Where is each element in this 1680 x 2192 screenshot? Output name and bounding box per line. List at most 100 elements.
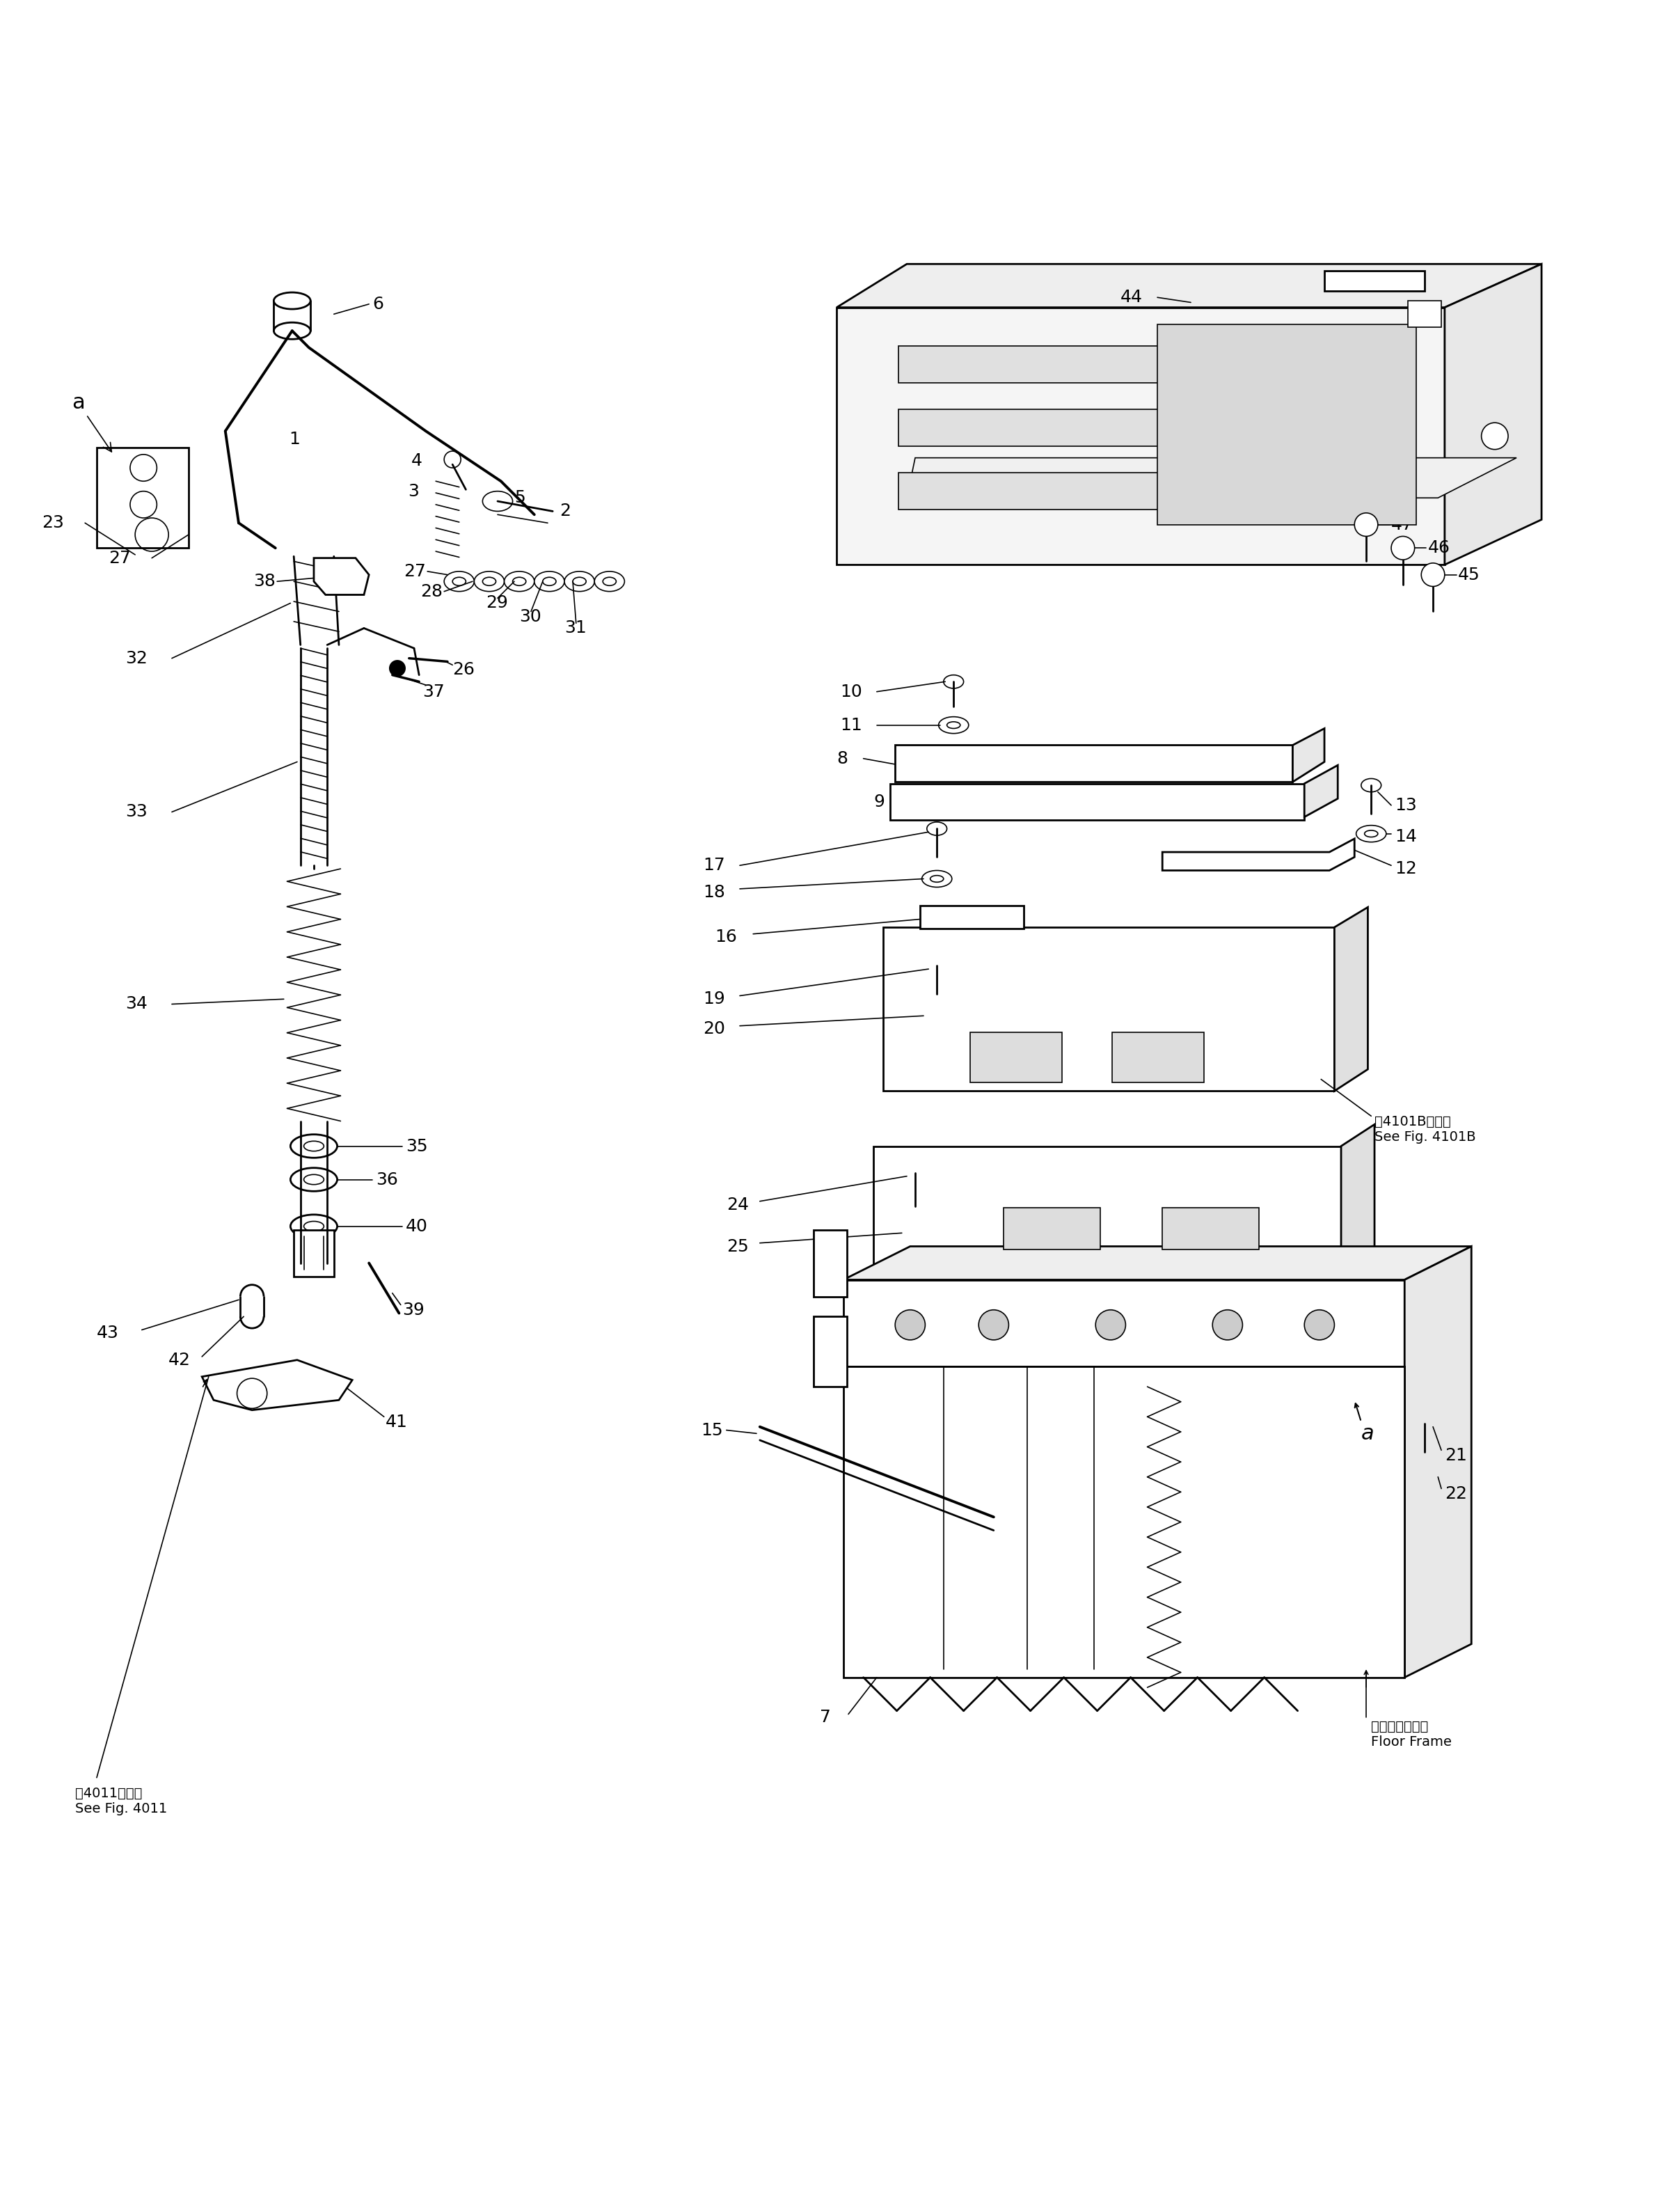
Bar — [890, 783, 1304, 820]
Polygon shape — [1163, 840, 1354, 870]
Polygon shape — [202, 1359, 353, 1409]
Text: 26: 26 — [452, 662, 475, 677]
Bar — [874, 1146, 1341, 1267]
Bar — [813, 1230, 847, 1295]
Text: 2: 2 — [559, 502, 571, 520]
Bar — [1112, 1032, 1205, 1083]
Text: 21: 21 — [1445, 1447, 1467, 1464]
Ellipse shape — [291, 1168, 338, 1190]
Text: 19: 19 — [702, 991, 726, 1008]
Text: 37: 37 — [422, 684, 445, 699]
Bar — [294, 1230, 334, 1276]
Text: 27: 27 — [403, 563, 425, 579]
Bar — [899, 473, 1174, 509]
Text: 27: 27 — [109, 550, 131, 566]
Text: 4: 4 — [412, 454, 422, 469]
Bar — [813, 1317, 847, 1388]
Text: 30: 30 — [519, 607, 541, 625]
Polygon shape — [1404, 1247, 1472, 1677]
Ellipse shape — [900, 1225, 931, 1241]
Bar — [843, 1366, 1404, 1677]
Text: 17: 17 — [702, 857, 726, 875]
Text: 20: 20 — [702, 1021, 726, 1037]
Text: フロアフレーム
Floor Frame: フロアフレーム Floor Frame — [1371, 1721, 1452, 1749]
Text: 5: 5 — [514, 489, 526, 506]
Ellipse shape — [1410, 1469, 1440, 1486]
Text: 24: 24 — [726, 1197, 749, 1212]
Circle shape — [1391, 537, 1415, 559]
Bar — [1158, 324, 1416, 524]
Bar — [1003, 1208, 1100, 1249]
Circle shape — [1213, 1311, 1243, 1339]
Text: 10: 10 — [840, 684, 862, 699]
Bar — [1324, 270, 1425, 292]
Text: 16: 16 — [714, 929, 738, 945]
Ellipse shape — [564, 572, 595, 592]
Text: 40: 40 — [405, 1219, 428, 1234]
Text: 第4101B図参照
See Fig. 4101B: 第4101B図参照 See Fig. 4101B — [1374, 1116, 1475, 1144]
Bar — [971, 1032, 1062, 1083]
Text: a: a — [1361, 1423, 1374, 1445]
Text: 39: 39 — [403, 1302, 425, 1317]
Ellipse shape — [1356, 826, 1386, 842]
Text: 11: 11 — [840, 717, 862, 734]
Text: 6: 6 — [373, 296, 383, 313]
Text: 25: 25 — [726, 1238, 749, 1254]
Circle shape — [1354, 513, 1378, 537]
Circle shape — [1095, 1311, 1126, 1339]
Ellipse shape — [504, 572, 534, 592]
Circle shape — [895, 1311, 926, 1339]
Ellipse shape — [922, 1008, 953, 1024]
Text: 第4011図参照
See Fig. 4011: 第4011図参照 See Fig. 4011 — [76, 1786, 166, 1815]
Bar — [1408, 300, 1441, 327]
Ellipse shape — [927, 822, 948, 835]
Text: 41: 41 — [386, 1414, 408, 1429]
Polygon shape — [1304, 765, 1337, 818]
Text: 13: 13 — [1394, 798, 1416, 813]
Ellipse shape — [291, 1135, 338, 1157]
Circle shape — [1482, 423, 1509, 449]
Text: 22: 22 — [1445, 1486, 1467, 1502]
Text: 1: 1 — [289, 432, 299, 447]
Polygon shape — [837, 307, 1445, 566]
Text: 35: 35 — [405, 1138, 428, 1155]
Polygon shape — [1292, 728, 1324, 783]
Bar — [843, 1280, 1404, 1366]
Circle shape — [1421, 563, 1445, 587]
Polygon shape — [843, 1247, 1472, 1280]
Ellipse shape — [482, 491, 512, 511]
Bar — [884, 927, 1334, 1092]
Circle shape — [1304, 1311, 1334, 1339]
Bar — [97, 447, 188, 548]
Text: a: a — [72, 392, 111, 452]
Ellipse shape — [1415, 1416, 1435, 1429]
Bar — [899, 410, 1174, 447]
Bar — [921, 905, 1023, 929]
Ellipse shape — [944, 675, 964, 688]
Bar — [1163, 1208, 1260, 1249]
Ellipse shape — [534, 572, 564, 592]
Text: 44: 44 — [1121, 289, 1142, 305]
Text: 29: 29 — [486, 594, 507, 612]
Text: 18: 18 — [702, 883, 726, 901]
Text: 7: 7 — [820, 1710, 832, 1725]
Text: 23: 23 — [42, 515, 64, 530]
Ellipse shape — [474, 572, 504, 592]
Ellipse shape — [1361, 778, 1381, 791]
Polygon shape — [314, 559, 370, 594]
Text: 3: 3 — [408, 482, 418, 500]
Text: 9: 9 — [874, 794, 884, 811]
Text: 14: 14 — [1394, 829, 1416, 846]
Circle shape — [390, 660, 405, 677]
Text: 47: 47 — [1391, 517, 1413, 533]
Ellipse shape — [922, 870, 953, 888]
Bar — [895, 745, 1292, 783]
Ellipse shape — [904, 1164, 927, 1181]
Ellipse shape — [595, 572, 625, 592]
Text: 8: 8 — [837, 750, 848, 767]
Polygon shape — [1341, 1124, 1374, 1267]
Text: 36: 36 — [376, 1171, 398, 1188]
Text: 32: 32 — [124, 649, 148, 666]
Polygon shape — [837, 263, 1542, 307]
Text: 42: 42 — [168, 1352, 192, 1368]
